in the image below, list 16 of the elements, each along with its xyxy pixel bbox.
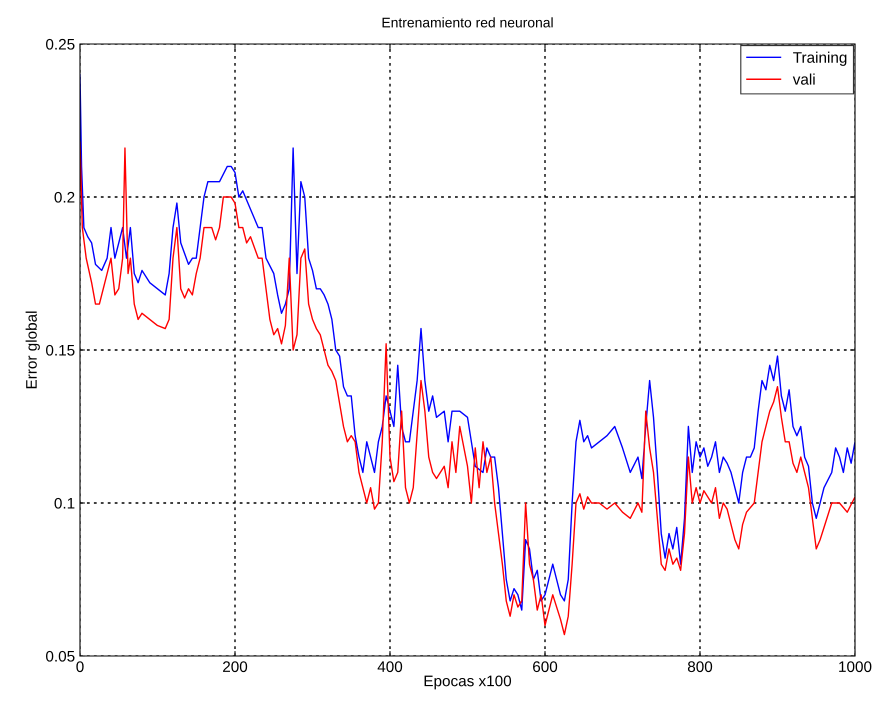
x-tick-label: 400 [378, 661, 402, 672]
x-tick-label: 800 [688, 661, 712, 672]
y-tick-label: 0.2 [54, 192, 74, 203]
y-tick-label: 0.05 [46, 650, 74, 662]
x-tick-label: 1000 [839, 661, 872, 672]
legend-label: Training [793, 52, 846, 66]
y-tick-label: 0.15 [46, 344, 74, 356]
chart-title: Entrenamiento red neuronal [382, 17, 553, 28]
x-tick-label: 200 [223, 661, 248, 672]
y-axis-title: Error global [26, 312, 40, 388]
x-tick-label: 0 [76, 661, 84, 672]
x-axis-title: Epocas x100 [424, 676, 512, 690]
y-tick-label: 0.1 [54, 498, 74, 509]
y-tick-label: 0.25 [46, 38, 74, 50]
legend-label: vali [792, 74, 815, 85]
x-tick-label: 600 [533, 661, 558, 672]
